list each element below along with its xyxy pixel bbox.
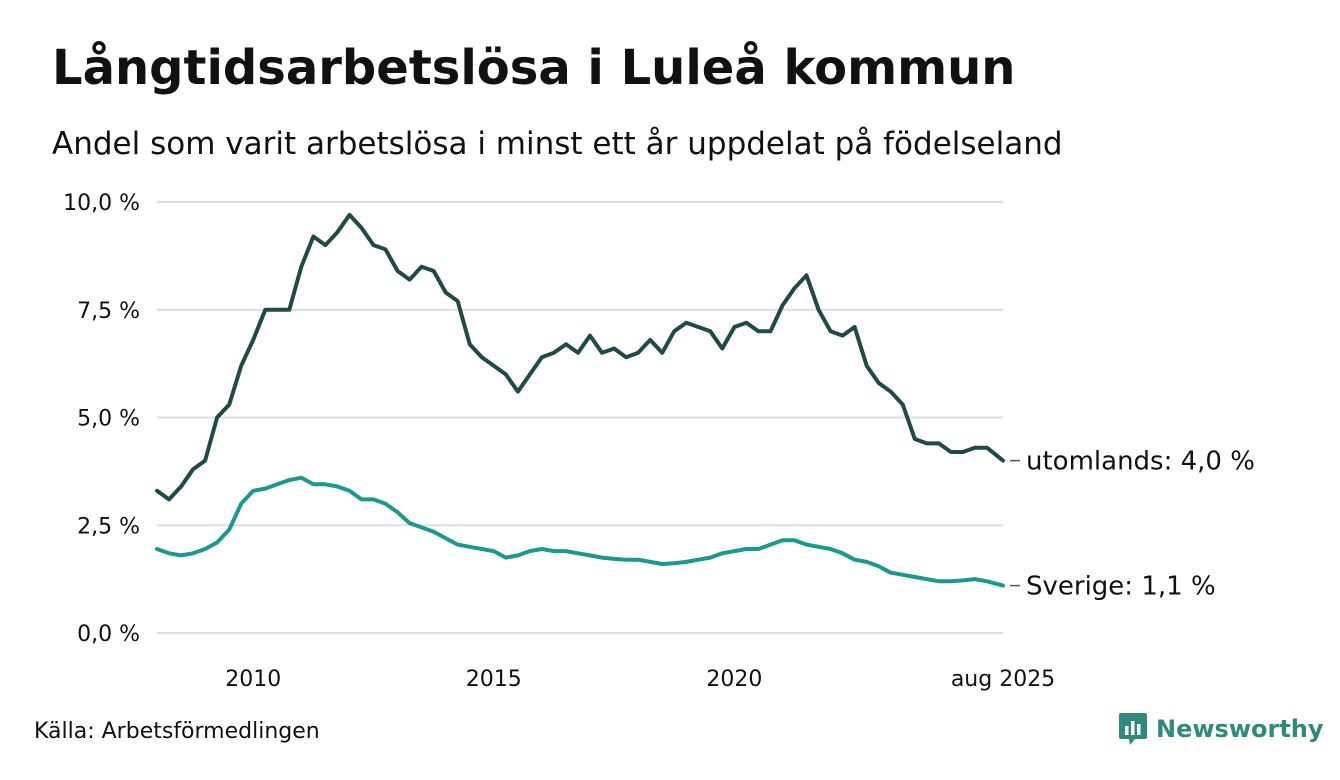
brand-name: Newsworthy xyxy=(1156,715,1324,743)
y-tick-label: 2,5 % xyxy=(77,514,140,539)
newsworthy-logo-icon xyxy=(1119,713,1147,745)
x-tick-label: 2015 xyxy=(466,667,522,692)
x-axis-ticks: 2010 2015 2020 aug 2025 xyxy=(225,667,1055,692)
end-labels: utomlands: 4,0 % Sverige: 1,1 % xyxy=(1010,447,1255,602)
series-lines xyxy=(155,212,1005,588)
x-tick-label: 2010 xyxy=(225,667,281,692)
y-tick-label: 10,0 % xyxy=(63,191,140,216)
grid-lines xyxy=(157,201,1003,634)
x-tick-label: aug 2025 xyxy=(951,667,1055,692)
series-line-utomlands xyxy=(155,212,1005,502)
end-label-sverige: Sverige: 1,1 % xyxy=(1026,572,1216,602)
y-tick-label: 7,5 % xyxy=(77,299,140,324)
y-tick-label: 0,0 % xyxy=(77,622,140,647)
y-tick-label: 5,0 % xyxy=(77,407,140,432)
source-note: Källa: Arbetsförmedlingen xyxy=(34,719,320,744)
series-line-sverige xyxy=(155,475,1005,588)
chart-subtitle: Andel som varit arbetslösa i minst ett å… xyxy=(52,126,1063,162)
end-label-utomlands: utomlands: 4,0 % xyxy=(1026,447,1255,477)
chart-title: Långtidsarbetslösa i Luleå kommun xyxy=(52,40,1016,96)
x-tick-label: 2020 xyxy=(706,667,762,692)
brand-logo[interactable]: Newsworthy xyxy=(1118,712,1324,746)
y-axis-ticks: 0,0 % 2,5 % 5,0 % 7,5 % 10,0 % xyxy=(63,191,140,647)
